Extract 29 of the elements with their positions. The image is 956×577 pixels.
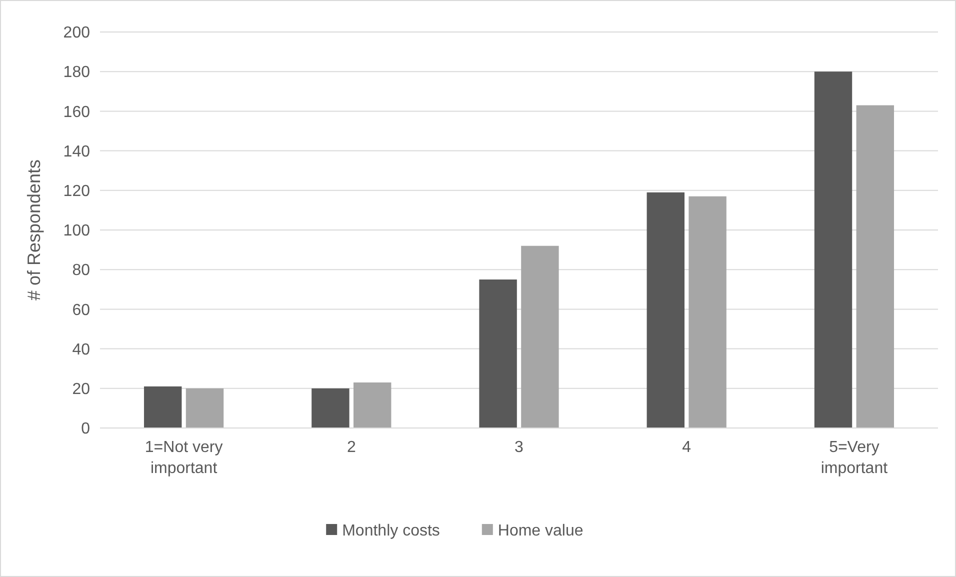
bar <box>353 382 392 428</box>
y-axis-title: # of Respondents <box>24 159 44 301</box>
bar <box>521 246 559 428</box>
y-tick-label: 140 <box>63 143 90 160</box>
y-tick-label: 20 <box>72 381 90 398</box>
bar <box>856 105 894 428</box>
y-tick-label: 80 <box>72 262 90 280</box>
x-tick-label: 2 <box>346 439 356 456</box>
y-tick-label: 120 <box>63 183 90 200</box>
y-tick-label: 60 <box>72 302 90 319</box>
y-tick-label: 40 <box>72 341 90 358</box>
x-tick-label: 4 <box>682 439 692 456</box>
y-tick-label: 100 <box>63 222 90 240</box>
bar <box>479 280 517 428</box>
y-tick-label: 180 <box>63 64 90 82</box>
bar <box>646 192 685 428</box>
y-tick-label: 200 <box>63 24 90 42</box>
y-tick-label: 160 <box>63 104 90 121</box>
y-tick-label: 0 <box>81 420 90 438</box>
bar <box>144 386 182 428</box>
bar <box>688 196 726 428</box>
bar <box>312 388 350 428</box>
bar <box>814 72 852 428</box>
x-tick-label: 3 <box>514 439 524 456</box>
legend-label: Monthly costs <box>342 522 440 540</box>
x-tick-label: 5=Very important <box>820 439 888 477</box>
x-tick-label: 1=Not very important <box>144 439 223 477</box>
legend-label: Home value <box>498 522 584 540</box>
bar <box>186 388 224 428</box>
